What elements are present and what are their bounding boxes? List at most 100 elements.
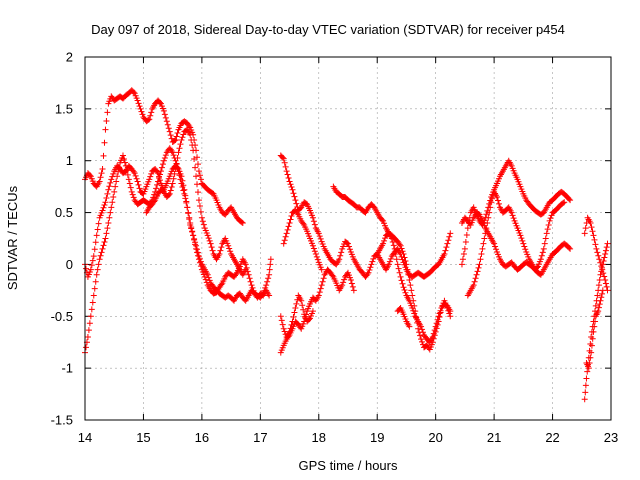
data-point	[432, 323, 439, 330]
data-point	[242, 261, 249, 268]
data-point	[408, 287, 415, 294]
data-point	[318, 282, 325, 289]
data-point	[547, 215, 554, 222]
data-point	[309, 242, 316, 249]
data-point	[598, 263, 605, 270]
data-point	[582, 382, 589, 389]
data-point	[173, 133, 180, 140]
data-point	[194, 246, 201, 253]
data-point	[162, 114, 169, 121]
data-point	[82, 265, 89, 272]
data-point	[94, 266, 101, 273]
data-point	[329, 272, 336, 279]
data-point	[588, 224, 595, 231]
data-point	[86, 172, 93, 179]
data-point	[541, 240, 548, 247]
data-point	[602, 251, 609, 258]
data-point	[447, 230, 454, 237]
data-point	[200, 221, 207, 228]
data-point	[131, 170, 138, 177]
data-point	[583, 375, 590, 382]
data-point	[364, 271, 371, 278]
data-point	[560, 199, 567, 206]
data-point	[317, 285, 324, 292]
plot-frame	[84, 56, 612, 421]
series-arc-7	[277, 292, 316, 341]
data-point	[595, 304, 602, 311]
data-point	[288, 213, 295, 220]
data-point	[265, 275, 272, 282]
data-point	[604, 240, 611, 247]
data-point	[174, 130, 181, 137]
data-point	[205, 274, 212, 281]
data-point	[110, 194, 117, 201]
data-point	[285, 223, 292, 230]
data-point	[139, 111, 146, 118]
data-point	[476, 261, 483, 268]
data-points-layer	[82, 87, 611, 403]
data-point	[459, 256, 466, 263]
data-point	[492, 243, 499, 250]
data-point	[420, 329, 427, 336]
data-point	[242, 266, 249, 273]
data-point	[196, 172, 203, 179]
data-point	[287, 325, 294, 332]
data-point	[99, 207, 106, 214]
data-point	[145, 116, 152, 123]
data-point	[603, 244, 610, 251]
data-point	[175, 149, 182, 156]
data-point	[121, 159, 128, 166]
data-point	[589, 228, 596, 235]
data-point	[368, 261, 375, 268]
data-point	[180, 187, 187, 194]
data-point	[280, 240, 287, 247]
x-tick-label: 17	[253, 430, 267, 445]
data-point	[232, 271, 239, 278]
data-point	[179, 177, 186, 184]
data-point	[441, 251, 448, 258]
data-point	[292, 197, 299, 204]
data-point	[168, 148, 175, 155]
data-point	[489, 195, 496, 202]
data-point	[239, 219, 246, 226]
data-point	[279, 321, 286, 328]
data-point	[225, 242, 232, 249]
data-point	[103, 117, 110, 124]
data-point	[91, 285, 98, 292]
data-point	[443, 244, 450, 251]
data-point	[267, 261, 274, 268]
data-point	[170, 175, 177, 182]
data-point	[82, 344, 89, 351]
data-point	[266, 271, 273, 278]
data-point	[148, 170, 155, 177]
data-point	[284, 226, 291, 233]
x-axis-label: GPS time / hours	[299, 458, 398, 473]
data-point	[595, 252, 602, 259]
data-point	[386, 258, 393, 265]
data-point	[207, 240, 214, 247]
data-point	[128, 188, 135, 195]
data-point	[402, 257, 409, 264]
data-point	[196, 255, 203, 262]
data-point	[238, 219, 245, 226]
data-point	[436, 310, 443, 317]
data-point	[164, 121, 171, 128]
data-point	[597, 297, 604, 304]
data-point	[90, 253, 97, 260]
data-point	[462, 238, 469, 245]
data-point	[96, 256, 103, 263]
data-point	[406, 276, 413, 283]
data-point	[197, 208, 204, 215]
data-point	[105, 186, 112, 193]
data-point	[105, 219, 112, 226]
data-point	[165, 125, 172, 132]
data-point	[601, 254, 608, 261]
data-point	[92, 239, 99, 246]
data-point	[178, 173, 185, 180]
data-point	[154, 168, 161, 175]
data-point	[369, 258, 376, 265]
series-arc-17	[583, 287, 606, 372]
data-point	[318, 266, 325, 273]
data-point	[84, 334, 91, 341]
data-point	[100, 204, 107, 211]
